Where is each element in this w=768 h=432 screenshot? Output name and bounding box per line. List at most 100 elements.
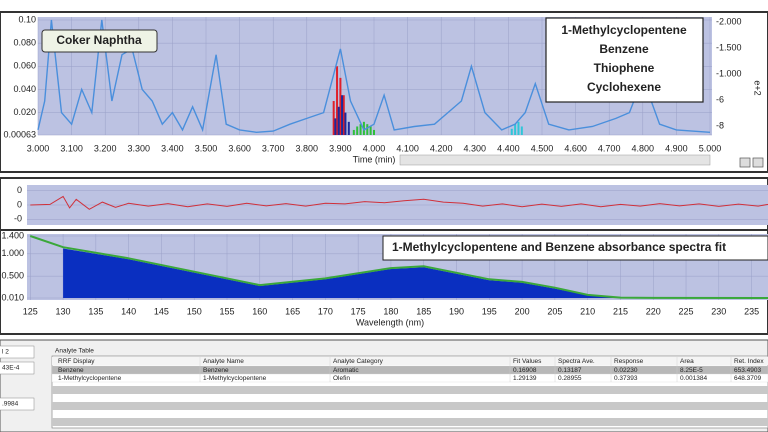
table-cell: Benzene bbox=[203, 367, 229, 374]
x-tick-label: 4.000 bbox=[363, 143, 386, 153]
column-header: Ret. Index bbox=[734, 358, 764, 365]
legend-entry: Cyclohexene bbox=[587, 80, 661, 94]
legend bbox=[545, 17, 704, 103]
x-tick-label: 3.600 bbox=[228, 143, 251, 153]
table-cell: 0.28955 bbox=[558, 375, 582, 382]
y2-tick-label: -1.000 bbox=[716, 68, 742, 78]
empty-row bbox=[52, 418, 768, 426]
x-tick-label: 180 bbox=[383, 306, 398, 316]
y-tick-label: 1.000 bbox=[1, 248, 24, 258]
y-tick-label: 0.020 bbox=[13, 107, 36, 117]
chromatogram-label: Coker Naphtha bbox=[56, 33, 142, 47]
x-tick-label: 200 bbox=[515, 306, 530, 316]
table-cell: 0.02230 bbox=[614, 367, 638, 374]
legend-entry: Benzene bbox=[599, 42, 649, 56]
column-header: Area bbox=[680, 358, 694, 365]
column-header: Fit Values bbox=[513, 358, 542, 365]
fit-bar bbox=[336, 66, 339, 135]
x-tick-label: 165 bbox=[285, 306, 300, 316]
y-tick-label: 0.10 bbox=[18, 14, 36, 24]
x-tick-label: 155 bbox=[219, 306, 234, 316]
x-tick-label: 3.800 bbox=[296, 143, 319, 153]
table-cell: 1-Methylcyclopentene bbox=[203, 375, 267, 382]
y-tick-label: 0.060 bbox=[13, 61, 36, 71]
fit-bar bbox=[342, 95, 345, 135]
x-tick-label: 220 bbox=[646, 306, 661, 316]
table-cell: Olefin bbox=[333, 375, 350, 382]
x-tick-label: 3.700 bbox=[262, 143, 285, 153]
y2-tick-label: -1.500 bbox=[716, 42, 742, 52]
fit-bar bbox=[334, 118, 337, 135]
fit-bar bbox=[332, 101, 335, 135]
x-tick-label: 145 bbox=[154, 306, 169, 316]
empty-row bbox=[52, 386, 768, 394]
y2-tick-label: -8 bbox=[716, 120, 724, 130]
y-tick-label: 0.010 bbox=[1, 292, 24, 302]
x-tick-label: 160 bbox=[252, 306, 267, 316]
side-field bbox=[0, 397, 35, 411]
table-cell: 0.13187 bbox=[558, 367, 582, 374]
table-row[interactable] bbox=[51, 365, 768, 375]
header-row bbox=[52, 357, 768, 365]
measured-line bbox=[29, 235, 768, 299]
table-cell: Benzene bbox=[58, 367, 84, 374]
table-cell: 1.29139 bbox=[513, 375, 537, 382]
fit-bar bbox=[339, 77, 342, 135]
legend-entry: Thiophene bbox=[594, 61, 655, 75]
x-tick-label: 225 bbox=[679, 306, 694, 316]
fit-bar bbox=[520, 126, 523, 135]
residual-line bbox=[30, 195, 768, 210]
column-header: Response bbox=[614, 358, 644, 365]
x-tick-label: 3.400 bbox=[161, 143, 184, 153]
y2-tick-label: -2.000 bbox=[716, 16, 742, 26]
x-tick-label: 4.100 bbox=[396, 143, 419, 153]
x-tick-label: 230 bbox=[711, 306, 726, 316]
side-text: 43E-4 bbox=[2, 365, 20, 372]
fit-bar bbox=[369, 126, 372, 135]
x-tick-label: 185 bbox=[416, 306, 431, 316]
x-tick-label: 3.000 bbox=[27, 143, 50, 153]
x-tick-label: 170 bbox=[318, 306, 333, 316]
x-tick-label: 4.300 bbox=[464, 143, 487, 153]
label-box bbox=[382, 235, 768, 261]
x-tick-label: 4.600 bbox=[564, 143, 587, 153]
x-tick-label: 3.300 bbox=[128, 143, 151, 153]
fit-bar bbox=[366, 124, 369, 135]
x-tick-label: 125 bbox=[23, 306, 38, 316]
y-tick-label: 0.00063 bbox=[3, 129, 36, 139]
y-tick-label: 0.500 bbox=[1, 271, 24, 281]
column-header: Spectra Ave. bbox=[558, 358, 595, 365]
x-tick-label: 140 bbox=[121, 306, 136, 316]
y-tick-label: 0.080 bbox=[13, 38, 36, 48]
fit-bar bbox=[373, 129, 375, 135]
x-tick-label: 3.100 bbox=[60, 143, 83, 153]
side-field bbox=[0, 345, 35, 359]
y-tick-label: 1.400 bbox=[1, 230, 24, 240]
zoom-button[interactable] bbox=[739, 157, 751, 168]
y-tick-label: 0 bbox=[17, 185, 22, 195]
empty-row bbox=[52, 402, 768, 410]
scrollbar[interactable] bbox=[399, 154, 711, 166]
table-cell: 0.001384 bbox=[680, 375, 707, 382]
y-tick-label: 0.040 bbox=[13, 84, 36, 94]
y-tick-label: 0 bbox=[17, 199, 22, 209]
label-box bbox=[41, 29, 158, 53]
spectrum-label: 1-Methylcyclopentene and Benzene absorba… bbox=[392, 240, 726, 254]
x-tick-label: 195 bbox=[482, 306, 497, 316]
table-title: Analyte Table bbox=[55, 348, 94, 355]
x-tick-label: 215 bbox=[613, 306, 628, 316]
x-axis-label: Time (min) bbox=[353, 154, 396, 164]
zoom-button[interactable] bbox=[752, 157, 764, 168]
x-tick-label: 4.700 bbox=[598, 143, 621, 153]
table-row[interactable] bbox=[51, 373, 768, 383]
x-tick-label: 135 bbox=[88, 306, 103, 316]
y2-tick-label: -6 bbox=[716, 94, 724, 104]
x-tick-label: 4.800 bbox=[632, 143, 655, 153]
x-tick-label: 205 bbox=[547, 306, 562, 316]
fit-bar bbox=[344, 112, 347, 135]
table-cell: 648.3709 bbox=[734, 375, 761, 382]
x-tick-label: 4.400 bbox=[497, 143, 520, 153]
x-tick-label: 5.000 bbox=[699, 143, 722, 153]
